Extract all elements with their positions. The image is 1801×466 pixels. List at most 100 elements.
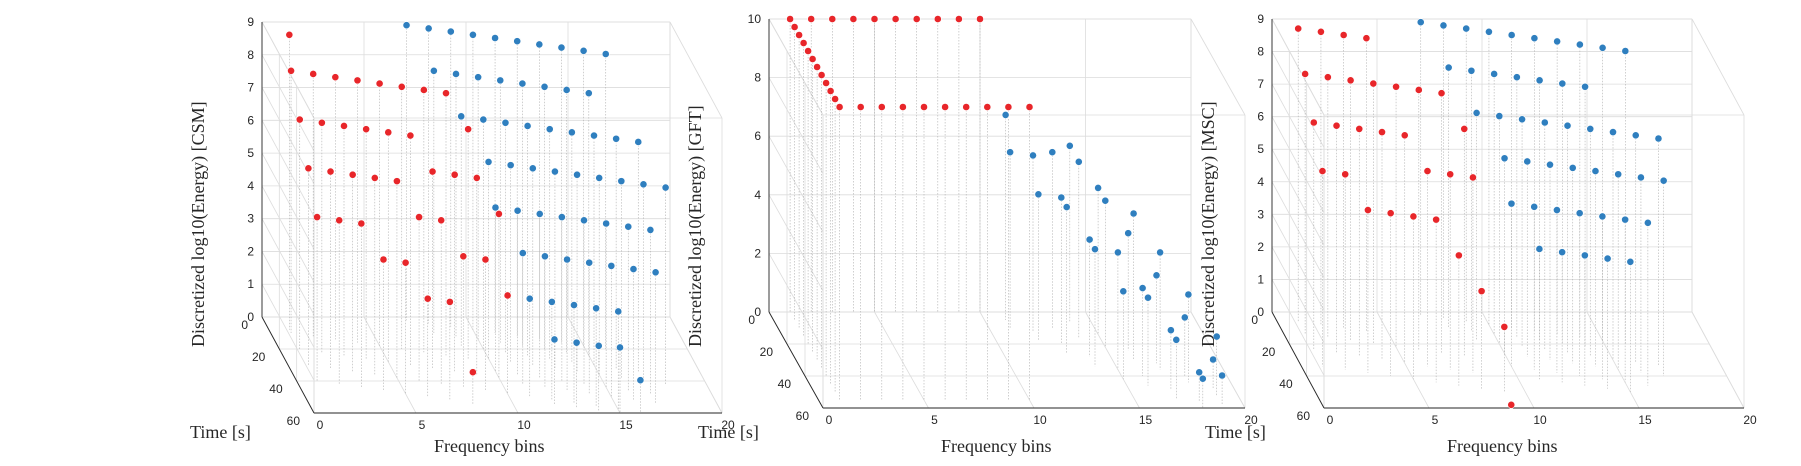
x-tick-label: 5	[1432, 413, 1439, 427]
data-point-blue-csm	[584, 89, 593, 98]
z-tick-label: 4	[247, 179, 254, 193]
z-tick-label: 9	[1257, 12, 1264, 26]
data-point-red-csm	[357, 219, 366, 228]
data-point-red-csm	[445, 297, 454, 306]
data-point-blue-msc	[1598, 212, 1607, 221]
data-point-blue-csm	[570, 301, 578, 309]
data-point-blue-csm	[614, 307, 623, 316]
data-point-blue-gft	[1029, 151, 1037, 160]
z-tick-label: 1	[247, 277, 254, 291]
data-point-red-msc	[1339, 31, 1348, 39]
data-point-blue-csm	[602, 219, 611, 228]
data-point-blue-csm	[651, 268, 660, 277]
data-point-blue-msc	[1462, 24, 1471, 33]
data-point-red-csm	[370, 174, 379, 182]
grid-line	[979, 311, 1035, 409]
z-tick-label: 6	[247, 113, 254, 127]
grid-line	[1271, 279, 1325, 376]
data-point-blue-msc	[1558, 79, 1567, 88]
y-tick-label: 60	[287, 414, 301, 428]
grid-line	[261, 218, 315, 315]
chart-panel-csm: 0 5 10 15 20 0 20 40 60 0 1 2 3 4 5 6 7 8 9 Discretized lo…	[188, 15, 735, 456]
data-point-red-gft	[799, 39, 808, 47]
data-point-red-gft	[983, 103, 992, 111]
data-point-red-csm	[481, 255, 490, 264]
data-point-red-csm	[295, 115, 304, 124]
data-point-blue-gft	[1152, 271, 1161, 280]
y-tick-label: 0	[241, 318, 248, 332]
x-tick-label: 0	[1327, 413, 1334, 427]
data-point-blue-gft	[1195, 368, 1204, 377]
data-point-blue-msc	[1568, 163, 1577, 172]
data-point-red-msc	[1423, 167, 1432, 175]
data-point-red-gft	[1025, 103, 1034, 111]
data-point-red-msc	[1362, 34, 1371, 43]
data-point-blue-csm	[617, 177, 626, 186]
grid-line	[261, 120, 315, 217]
y-tick-label: 40	[269, 382, 283, 396]
data-point-blue-gft	[1065, 141, 1074, 150]
data-point-blue-gft	[1129, 209, 1138, 218]
grid-line	[1481, 311, 1535, 409]
data-point-blue-csm	[528, 164, 537, 173]
data-point-red-csm	[317, 118, 326, 127]
data-point-blue-csm	[525, 294, 534, 303]
data-point-red-csm	[459, 252, 468, 261]
grid-line	[1085, 311, 1140, 409]
data-point-red-msc	[1469, 173, 1477, 182]
data-point-red-csm	[348, 170, 357, 179]
data-point-red-csm	[384, 128, 393, 137]
data-point-blue-gft	[1006, 148, 1014, 157]
data-point-red-msc	[1369, 79, 1378, 88]
data-point-blue-gft	[1144, 293, 1152, 302]
data-point-red-msc	[1364, 206, 1372, 214]
data-point-blue-gft	[1085, 235, 1094, 244]
data-point-blue-csm	[624, 222, 633, 231]
data-point-red-gft	[976, 15, 984, 23]
data-point-blue-csm	[491, 203, 500, 212]
grid-line	[1271, 18, 1325, 116]
data-point-blue-csm	[607, 261, 616, 270]
data-point-blue-csm	[545, 125, 554, 134]
z-axis-label-csm: Discretized log10(Energy) [CSM]	[188, 101, 209, 347]
data-point-blue-msc	[1507, 199, 1516, 208]
data-point-blue-msc	[1643, 218, 1652, 227]
data-point-red-msc	[1414, 86, 1423, 94]
grid-line	[669, 316, 723, 414]
data-point-blue-csm	[562, 86, 571, 94]
z-tick-label: 7	[247, 81, 254, 95]
z-tick-label: 8	[247, 48, 254, 62]
data-point-blue-msc	[1495, 112, 1504, 121]
data-point-blue-msc	[1621, 47, 1630, 55]
data-point-blue-csm	[639, 180, 648, 189]
data-point-blue-msc	[1575, 40, 1584, 49]
data-point-red-gft	[813, 63, 821, 71]
grid-line	[768, 77, 824, 174]
data-point-red-csm	[495, 210, 503, 218]
data-point-blue-csm	[496, 76, 505, 85]
data-point-blue-csm	[474, 73, 483, 82]
data-point-red-csm	[450, 170, 459, 179]
data-point-blue-gft	[1180, 313, 1189, 322]
data-point-red-gft	[877, 103, 886, 111]
data-point-red-gft	[891, 15, 900, 23]
data-point-red-msc	[1400, 131, 1409, 140]
data-point-blue-csm	[491, 34, 499, 42]
grid-line	[261, 284, 315, 381]
y-tick-label: 0	[748, 313, 755, 327]
data-point-red-gft	[807, 15, 816, 23]
data-point-blue-gft	[1091, 245, 1099, 254]
grid-line	[261, 185, 315, 283]
data-point-blue-csm	[567, 128, 576, 137]
data-point-red-msc	[1355, 125, 1364, 133]
data-point-blue-msc	[1500, 154, 1509, 163]
y-axis-label-csm: Time [s]	[190, 422, 251, 442]
data-point-red-csm	[397, 82, 406, 91]
data-point-blue-msc	[1485, 27, 1493, 36]
z-tick-label: 6	[1257, 110, 1264, 124]
grid-line	[261, 251, 315, 348]
data-point-blue-gft	[1034, 190, 1043, 199]
y-axis-line	[261, 316, 315, 414]
data-point-blue-msc	[1535, 245, 1544, 253]
